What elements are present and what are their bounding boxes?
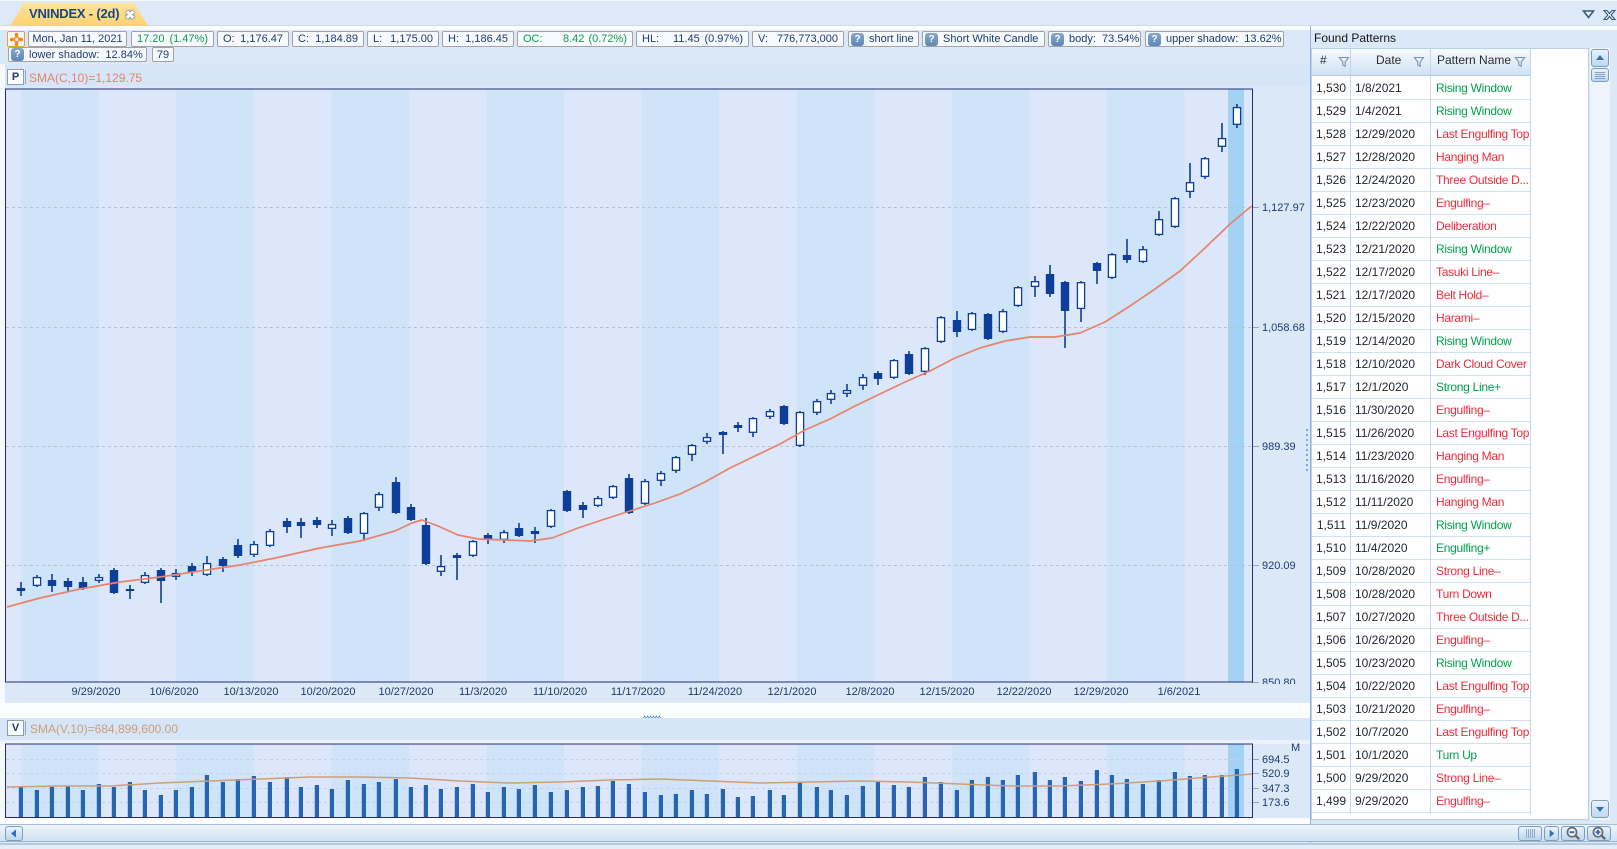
svg-text:850.80: 850.80: [1262, 677, 1296, 684]
svg-text:M: M: [1291, 742, 1300, 754]
svg-text:347.3: 347.3: [1262, 783, 1290, 795]
svg-text:1,127.97: 1,127.97: [1262, 202, 1305, 214]
svg-text:920.09: 920.09: [1262, 560, 1296, 572]
svg-text:989.39: 989.39: [1262, 441, 1296, 453]
svg-text:520.9: 520.9: [1262, 768, 1290, 780]
svg-text:1,058.68: 1,058.68: [1262, 322, 1305, 334]
svg-text:173.6: 173.6: [1262, 797, 1290, 809]
svg-text:694.5: 694.5: [1262, 754, 1290, 766]
